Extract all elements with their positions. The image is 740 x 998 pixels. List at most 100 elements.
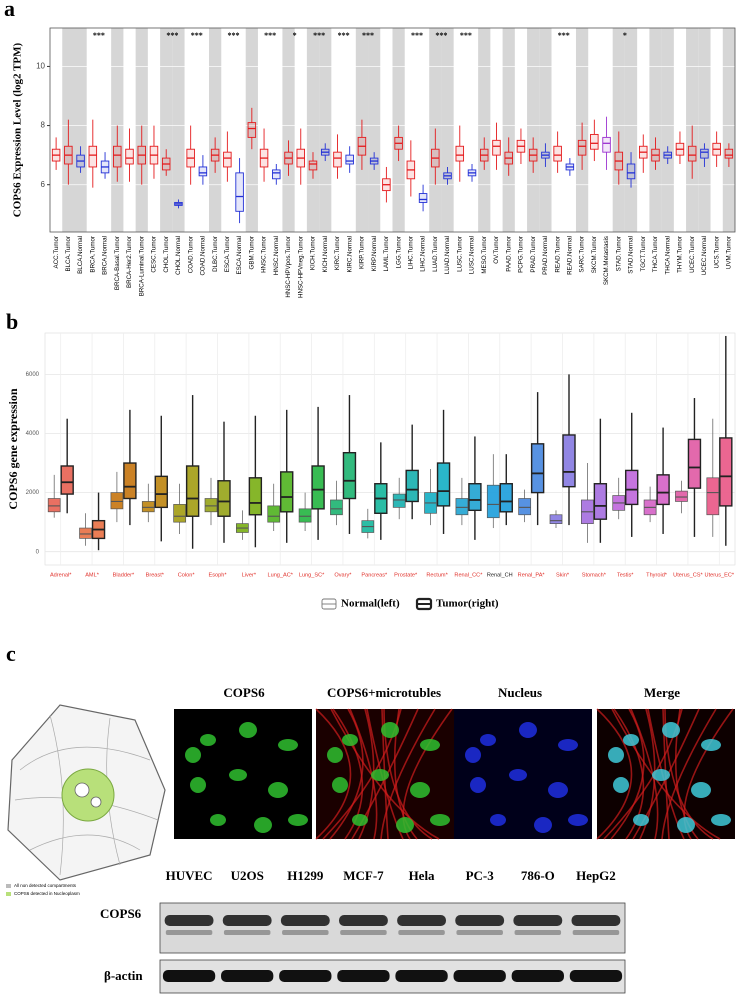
nucleus — [568, 814, 588, 826]
box — [88, 145, 98, 168]
band — [162, 970, 216, 982]
y-tick-label: 4000 — [26, 431, 40, 437]
microtubules — [315, 708, 352, 840]
x-tick-label: Lung_SC* — [299, 572, 325, 578]
band-shade — [539, 28, 552, 232]
box — [706, 477, 720, 516]
significance: *** — [227, 31, 239, 40]
x-tick-label: UVM.Tumor — [726, 236, 733, 269]
x-tick-label: LAML.Tumor — [383, 236, 390, 272]
nucleus — [352, 814, 368, 826]
band — [397, 915, 446, 926]
x-tick-label: LUAD.Tumor — [432, 236, 439, 272]
nucleus — [371, 769, 389, 781]
box — [392, 493, 406, 508]
band-shade — [245, 28, 258, 232]
nucleus — [342, 734, 358, 746]
x-tick-label: Uterus_CS* — [673, 572, 703, 578]
x-tick-label: STAD.Tumor — [615, 236, 622, 271]
x-tick-label: Testis* — [617, 572, 634, 578]
band — [455, 915, 505, 926]
x-tick-label: Renal_PA* — [518, 572, 546, 578]
band-shade — [612, 28, 625, 232]
band — [456, 930, 503, 935]
nucleus — [652, 769, 670, 781]
box — [223, 151, 232, 168]
x-tick-label: Bladder* — [113, 572, 135, 578]
x-tick-label: PRAD.Tumor — [530, 236, 537, 273]
box — [468, 483, 482, 512]
nucleus — [332, 777, 348, 793]
x-tick-label: ESCA.Tumor — [224, 236, 231, 272]
x-tick-label: HNSC.Tumor — [261, 236, 268, 273]
band — [514, 930, 562, 935]
nucleus — [662, 722, 680, 738]
nucleus — [613, 777, 629, 793]
band — [569, 970, 623, 982]
blot-row-label: COPS6 — [100, 906, 142, 921]
box — [79, 527, 92, 539]
nucleus — [480, 734, 496, 746]
box — [217, 480, 231, 517]
nucleus — [420, 739, 440, 751]
box — [333, 151, 342, 168]
x-tick-label: Skin* — [556, 572, 570, 578]
blot-row-label: β-actin — [104, 968, 143, 983]
x-tick-label: LUSC.Tumor — [456, 236, 463, 272]
x-tick-label: PAAD.Tumor — [505, 236, 512, 272]
cell-diagram — [6, 704, 166, 896]
box — [486, 484, 500, 519]
x-tick-label: PCPG.Tumor — [518, 236, 525, 273]
significance: *** — [435, 31, 447, 40]
x-tick-label: LUAD.Normal — [444, 236, 451, 274]
y-axis-title: COPS6 Expression Level (log2 TPM) — [12, 42, 24, 217]
x-tick-label: Liver* — [242, 572, 257, 578]
x-tick-label: SARC.Tumor — [579, 236, 586, 273]
x-tick-label: BRCA.Tumor — [89, 236, 96, 273]
x-tick-label: SKCM.Tumor — [591, 236, 598, 273]
y-tick-label: 2000 — [26, 490, 40, 496]
box — [113, 145, 122, 168]
box — [311, 465, 325, 510]
lane-label: 786-O — [521, 868, 555, 883]
significance: *** — [93, 31, 105, 40]
box — [593, 483, 608, 520]
x-tick-label: CHOL.Normal — [175, 236, 182, 275]
x-tick-label: SKCM.Metastasis — [603, 236, 610, 285]
x-tick-label: DLBC.Tumor — [212, 236, 219, 272]
nucleus — [701, 739, 721, 751]
box — [590, 133, 599, 150]
box — [280, 471, 294, 513]
band — [453, 970, 506, 982]
image-title: Merge — [644, 685, 680, 700]
cell-legend: All non detected compartments — [14, 883, 77, 888]
x-tick-label: Renal_CH — [487, 572, 513, 578]
x-tick-label: Esoph* — [208, 572, 227, 578]
box — [724, 148, 734, 159]
panel-label: a — [4, 0, 15, 21]
x-tick-label: UCEC.Normal — [701, 236, 708, 275]
x-tick-label: Lung_AC* — [267, 572, 293, 578]
band-shade — [698, 28, 711, 232]
box — [204, 498, 218, 513]
x-tick-label: KIRP.Tumor — [359, 236, 366, 269]
nucleus — [534, 817, 552, 833]
box — [492, 139, 501, 156]
band — [572, 930, 620, 935]
image-title: COPS6+microtubles — [327, 685, 441, 700]
x-tick-label: THCA.Normal — [664, 236, 671, 275]
box — [418, 193, 428, 203]
x-tick-label: ACC.Tumor — [53, 236, 60, 268]
nucleus — [633, 814, 649, 826]
lane-label: U2OS — [231, 868, 264, 883]
box — [154, 475, 168, 509]
box — [330, 499, 343, 516]
plot-area — [44, 332, 736, 566]
box — [626, 163, 636, 180]
box — [173, 504, 186, 523]
box — [549, 514, 563, 524]
x-tick-label: Renal_CC* — [454, 572, 483, 578]
nucleus — [558, 739, 578, 751]
band-shade — [306, 28, 320, 232]
